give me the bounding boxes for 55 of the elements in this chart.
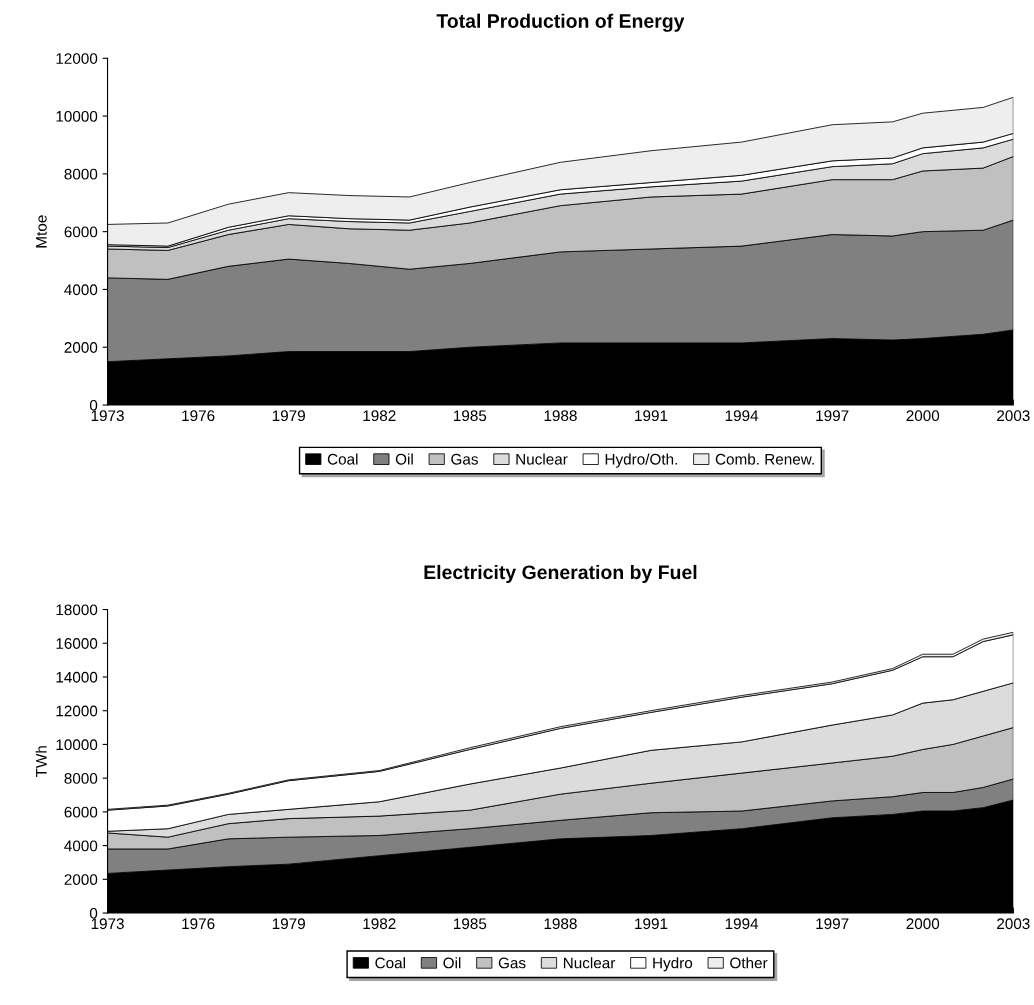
chart-title: Electricity Generation by Fuel: [424, 564, 697, 584]
legend-label: Hydro: [653, 957, 693, 972]
y-tick-label: 0: [89, 399, 98, 411]
x-tick-label: 2000: [906, 410, 940, 422]
y-tick-label: 10000: [56, 110, 98, 122]
y-tick-label: 8000: [64, 168, 98, 180]
y-tick-label: 8000: [64, 773, 98, 784]
x-tick-label: 1991: [635, 918, 668, 930]
x-tick-label: 1979: [272, 918, 305, 930]
legend-label: Coal: [375, 957, 405, 969]
x-tick-label: 1982: [363, 410, 396, 422]
legend-label: Comb. Renew.: [715, 453, 814, 465]
x-tick-label: 1994: [725, 918, 759, 930]
x-tick-label: 1988: [544, 410, 577, 422]
x-tick-label: 2000: [906, 918, 940, 930]
y-axis-title: Mtoe: [36, 215, 47, 248]
y-tick-label: 6000: [64, 226, 98, 238]
y-tick-label: 2000: [64, 874, 98, 886]
x-tick-label: 1997: [816, 410, 849, 422]
x-tick-label: 1976: [182, 410, 215, 422]
y-tick-label: 6000: [64, 806, 98, 818]
legend-label: Gas: [451, 453, 478, 465]
y-tick-label: 18000: [56, 604, 98, 616]
x-tick-label: 1985: [454, 410, 487, 422]
chart-title: Total Production of Energy: [436, 13, 685, 32]
x-tick-label: 2003: [997, 918, 1030, 930]
x-tick-label: 1991: [635, 410, 668, 422]
y-tick-label: 2000: [64, 342, 98, 353]
x-tick-label: 1973: [91, 918, 124, 930]
y-axis-title: TWh: [35, 746, 47, 778]
y-tick-label: 4000: [64, 840, 98, 852]
y-tick-label: 10000: [56, 739, 98, 751]
x-tick-label: 1982: [363, 918, 396, 930]
legend-label: Hydro/Oth.: [605, 453, 677, 468]
legend-label: Coal: [327, 453, 358, 465]
legend-label: Oil: [395, 453, 413, 465]
y-tick-label: 12000: [56, 53, 98, 64]
x-tick-label: 1976: [182, 918, 215, 930]
y-tick-label: 4000: [64, 284, 98, 296]
y-tick-label: 0: [89, 907, 98, 919]
legend-label: Oil: [443, 957, 461, 969]
legend-label: Nuclear: [563, 957, 616, 969]
x-tick-label: 1988: [544, 918, 577, 930]
x-tick-label: 1973: [91, 410, 124, 422]
legend-label: Gas: [498, 957, 526, 969]
x-tick-label: 1985: [454, 918, 487, 930]
y-tick-label: 14000: [56, 671, 98, 683]
legend-label: Other: [730, 957, 768, 969]
y-tick-label: 16000: [56, 638, 98, 649]
x-tick-label: 2003: [997, 410, 1030, 422]
y-tick-label: 12000: [56, 705, 98, 717]
x-tick-label: 1994: [725, 410, 759, 422]
x-tick-label: 1997: [816, 918, 849, 930]
legend-label: Nuclear: [516, 453, 568, 465]
x-tick-label: 1979: [272, 410, 305, 422]
